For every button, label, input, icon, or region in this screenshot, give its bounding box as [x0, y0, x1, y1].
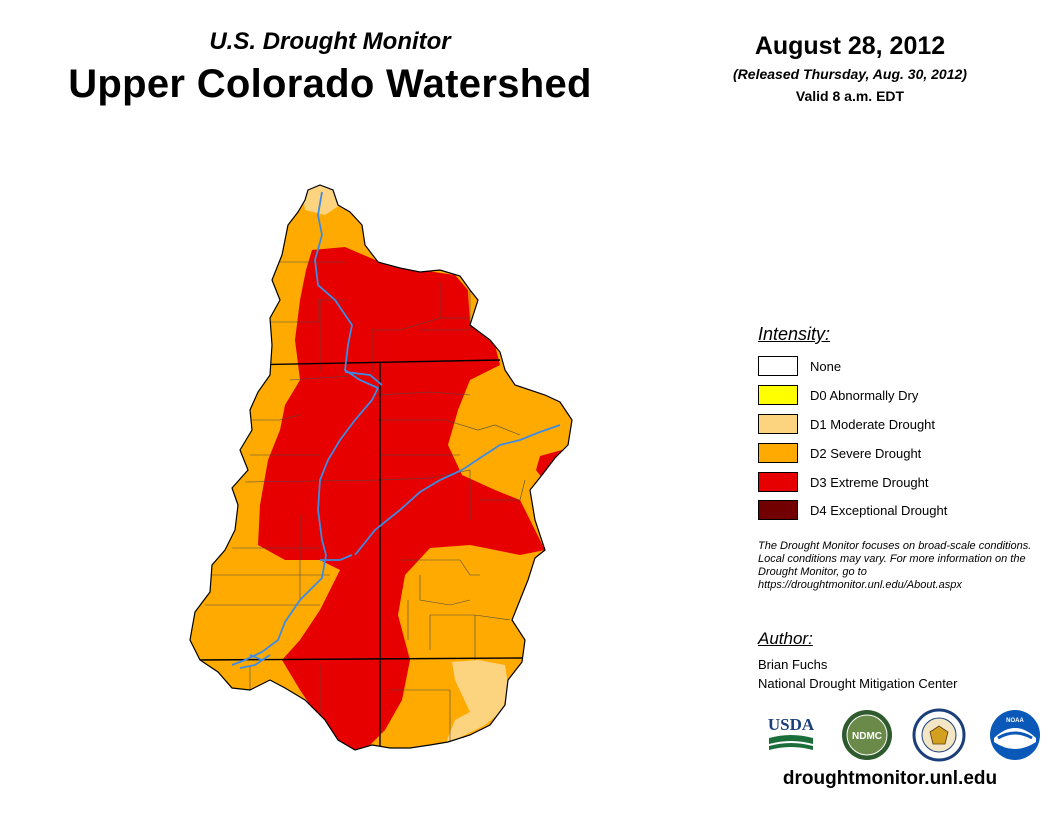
usda-logo: USDA: [768, 715, 815, 750]
author-name: Brian Fuchs: [758, 657, 828, 672]
legend-label: D3 Extreme Drought: [810, 474, 929, 490]
usda-logo-text: USDA: [768, 715, 815, 734]
legend-swatch: [758, 385, 798, 405]
legend-label: D1 Moderate Drought: [810, 416, 936, 432]
d1-region-southeast: [445, 660, 508, 745]
legend-swatch: [758, 500, 798, 520]
doc-seal-logo: [912, 708, 966, 762]
ndmc-logo-text: NDMC: [852, 731, 882, 742]
legend-item-d1: D1 Moderate Drought: [758, 413, 935, 435]
d1-region-north: [300, 185, 345, 215]
legend-swatch: [758, 443, 798, 463]
legend-swatch: [758, 414, 798, 434]
legend-label: None: [810, 358, 842, 374]
author-organization: National Drought Mitigation Center: [758, 676, 958, 691]
noaa-logo-text: NOAA: [1006, 718, 1024, 724]
state-boundaries: [194, 359, 526, 750]
valid-time: Valid 8 a.m. EDT: [795, 88, 905, 104]
drought-map: [189, 184, 573, 751]
legend-item-d4: D4 Exceptional Drought: [758, 499, 947, 521]
legend-item-d3: D3 Extreme Drought: [758, 471, 929, 493]
legend-label: D0 Abnormally Dry: [810, 387, 919, 403]
author-heading: Author:: [758, 629, 813, 648]
watershed-outline: [189, 184, 573, 751]
legend-item-d0: D0 Abnormally Dry: [758, 384, 918, 406]
legend-title: Intensity:: [758, 324, 831, 344]
legend-label: D2 Severe Drought: [810, 445, 922, 461]
release-date: (Released Thursday, Aug. 30, 2012): [733, 66, 967, 82]
map-subtitle: U.S. Drought Monitor: [209, 28, 451, 55]
legend-swatch: [758, 472, 798, 492]
noaa-logo: NOAA: [990, 710, 1040, 760]
legend-label: D4 Exceptional Drought: [810, 502, 948, 518]
map-date: August 28, 2012: [754, 32, 946, 60]
legend-swatch: [758, 356, 798, 376]
colorado-river: [231, 191, 561, 669]
d3-region: [258, 247, 545, 750]
legend-item-d2: D2 Severe Drought: [758, 442, 921, 464]
site-url[interactable]: droughtmonitor.unl.edu: [782, 768, 998, 789]
disclaimer-note: The Drought Monitor focuses on broad-sca…: [758, 540, 1032, 591]
ndmc-logo: NDMC: [842, 710, 892, 760]
map-title: Upper Colorado Watershed: [68, 62, 592, 106]
legend-item-none: None: [758, 355, 841, 377]
